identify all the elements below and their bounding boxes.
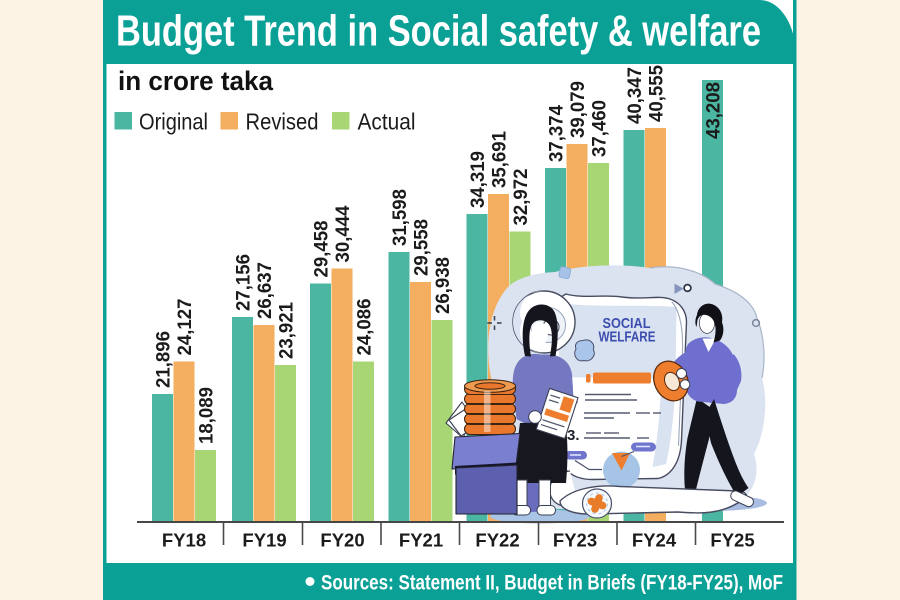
svg-text:FY23: FY23 [553,530,597,551]
svg-text:3.: 3. [567,427,580,444]
svg-text:in crore taka: in crore taka [118,66,274,96]
svg-text:SOCIAL: SOCIAL [603,315,651,332]
svg-text:37,460: 37,460 [588,100,610,157]
svg-text:26,938: 26,938 [432,257,454,314]
svg-text:39,079: 39,079 [567,81,589,138]
svg-text:21,896: 21,896 [152,331,174,388]
svg-text:23,921: 23,921 [275,302,297,359]
svg-text:40,347: 40,347 [624,67,646,124]
svg-text:34,319: 34,319 [467,151,489,208]
svg-text:35,691: 35,691 [488,131,510,188]
svg-text:FY19: FY19 [242,530,286,551]
svg-text:27,156: 27,156 [232,254,254,311]
svg-text:43,208: 43,208 [702,82,724,139]
svg-text:FY18: FY18 [162,530,206,551]
svg-text:24,086: 24,086 [353,298,375,355]
svg-text:29,458: 29,458 [310,220,332,277]
svg-text:Revised: Revised [246,109,319,135]
svg-text:30,444: 30,444 [332,205,354,262]
svg-text:FY20: FY20 [320,530,364,551]
svg-text:Budget Trend in Social safety: Budget Trend in Social safety & welfare [116,7,761,56]
svg-text:37,374: 37,374 [545,105,567,162]
svg-text:32,972: 32,972 [510,168,532,225]
svg-text:FY24: FY24 [632,530,677,551]
svg-text:31,598: 31,598 [389,189,411,246]
svg-text:FY21: FY21 [399,530,443,551]
svg-text:26,637: 26,637 [254,262,276,319]
svg-text:40,555: 40,555 [645,65,667,122]
svg-text:29,558: 29,558 [410,219,432,276]
svg-text:24,127: 24,127 [174,299,196,356]
svg-text:WELFARE: WELFARE [599,329,656,346]
svg-text:Original: Original [139,109,208,135]
svg-text:Actual: Actual [358,109,416,135]
svg-text:18,089: 18,089 [195,387,217,444]
svg-text:FY25: FY25 [710,530,754,551]
svg-text:Sources: Statement II, Budget: Sources: Statement II, Budget in Briefs … [321,572,783,595]
svg-text:FY22: FY22 [475,530,519,551]
